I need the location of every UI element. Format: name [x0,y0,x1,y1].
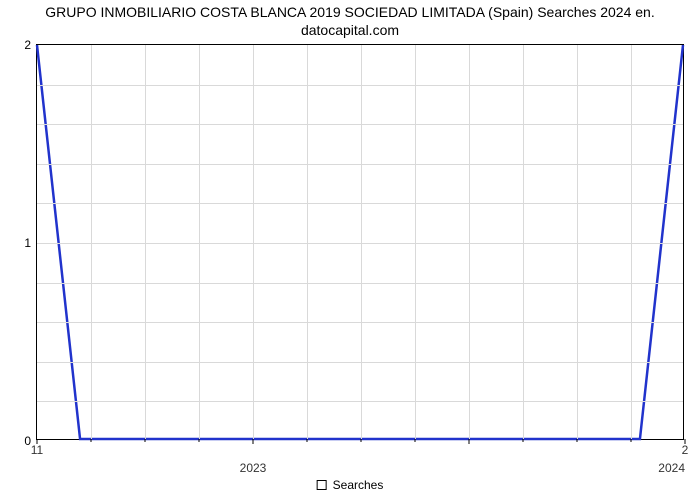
chart-title-line2: datocapital.com [301,22,399,38]
x-tick-mark-minor [307,439,308,442]
plot-area: 01211220232024 [36,44,684,440]
x-tick-mark-minor [361,439,362,442]
x-tick-mark-minor [199,439,200,442]
chart-title-line1: GRUPO INMOBILIARIO COSTA BLANCA 2019 SOC… [45,4,655,20]
grid-line-h [37,164,683,165]
y-tick-label: 1 [24,236,37,250]
x-tick-mark-minor [145,439,146,442]
grid-line-v [523,45,524,439]
grid-line-v [253,45,254,439]
chart-title: GRUPO INMOBILIARIO COSTA BLANCA 2019 SOC… [0,4,700,39]
x-category-label: 2024 [658,457,685,475]
grid-line-h [37,322,683,323]
legend-label: Searches [333,478,384,492]
y-tick-label: 2 [24,38,37,52]
legend: Searches [317,478,384,492]
x-tick-mark-minor [415,439,416,442]
grid-line-v [631,45,632,439]
grid-line-v [91,45,92,439]
x-tick-mark [469,439,470,444]
x-tick-label: 11 [31,439,43,457]
grid-line-v [307,45,308,439]
grid-line-h [37,362,683,363]
grid-line-h [37,283,683,284]
grid-line-v [361,45,362,439]
grid-line-v [469,45,470,439]
grid-line-h [37,203,683,204]
grid-line-v [145,45,146,439]
series-line [37,45,683,439]
legend-swatch [317,480,327,490]
grid-line-v [199,45,200,439]
grid-line-h [37,85,683,86]
x-tick-mark-minor [91,439,92,442]
x-tick-mark-minor [631,439,632,442]
x-tick-mark-minor [523,439,524,442]
x-category-label: 2023 [240,457,267,475]
grid-line-v [577,45,578,439]
x-tick-mark-minor [577,439,578,442]
grid-line-v [415,45,416,439]
grid-line-h [37,124,683,125]
x-tick-mark [253,439,254,444]
grid-line-h [37,401,683,402]
search-chart: GRUPO INMOBILIARIO COSTA BLANCA 2019 SOC… [0,0,700,500]
grid-line-h [37,243,683,244]
x-tick-label: 2 [682,439,689,457]
